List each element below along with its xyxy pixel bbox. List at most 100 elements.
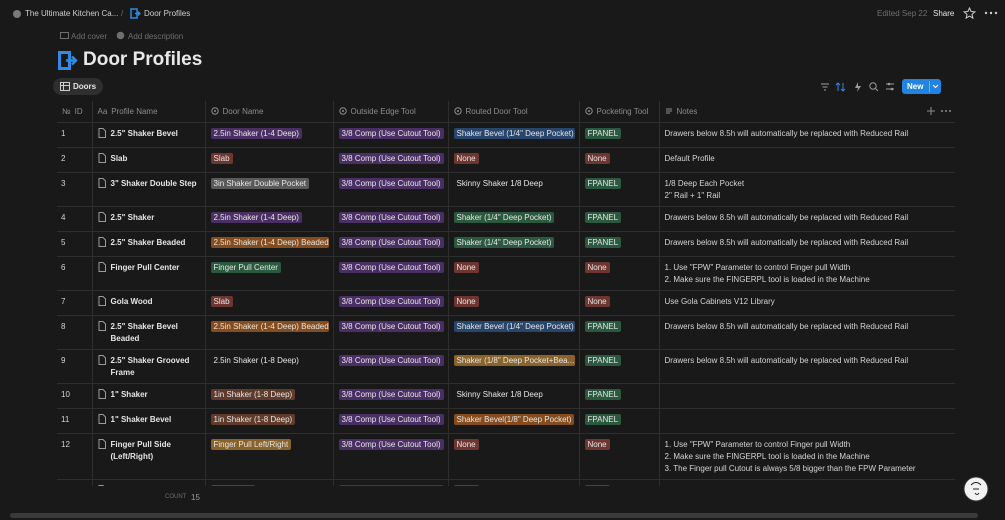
page-icon — [98, 212, 106, 222]
table: № ID Aa Profile Name Door Name Outside Edge T… — [57, 101, 955, 486]
share-button[interactable]: Share — [933, 9, 955, 18]
column-icon: № — [62, 107, 71, 116]
profile-name-text: Finger Pull — [111, 485, 152, 486]
column-header: Door Name — [204, 101, 333, 123]
breadcrumb-parent[interactable]: The Ultimate Kitchen Ca... — [25, 9, 119, 18]
select-tag: None — [453, 485, 479, 486]
favorite-button[interactable] — [963, 7, 976, 20]
id-cell: 8 — [57, 315, 92, 350]
pocket-cell: None — [578, 479, 659, 486]
notes-cell: Make sure the FINGERPL tool is loaded in… — [658, 479, 955, 486]
page-icon — [98, 414, 106, 424]
profile-name: 2.5" Shaker Bevel — [98, 128, 201, 140]
id-cell: 9 — [57, 349, 92, 384]
name-cell: 2.5" Shaker Grooved Frame — [91, 349, 205, 384]
page-title: Door Profiles — [83, 49, 203, 70]
select-tag: None — [584, 153, 610, 164]
profile-name-text: 3" Shaker Double Step — [110, 179, 197, 188]
profile-name: 1" Shaker — [98, 389, 201, 401]
routed-cell: None — [447, 290, 579, 316]
row-id: 8 — [61, 322, 66, 331]
select-tag: Shaker Bevel(1/8" Deep Pocket) — [453, 414, 575, 425]
name-cell: Gola Wood — [91, 290, 205, 316]
add-description[interactable]: Add description — [128, 32, 184, 41]
pocket-cell: FPANEL — [578, 172, 659, 207]
select-tag: 3/8 Comp (Use Cutout Tool) — [338, 237, 444, 248]
select-tag: FPANEL — [584, 414, 622, 425]
note-line: 2. Make sure the FINGERPL tool is loaded… — [664, 452, 870, 461]
notes-cell: Drawers below 8.5h will automatically be… — [658, 122, 955, 148]
table-row: 10 1" Shaker 1in Shaker (1-8 Deep) 3/8 Comp… — [57, 383, 955, 409]
page-icon — [98, 178, 106, 188]
routed-cell: Skinny Shaker 1/8 Deep — [447, 383, 579, 409]
select-tag: FPANEL — [584, 178, 622, 189]
pocket-cell: None — [578, 147, 659, 173]
row-id: 11 — [61, 415, 70, 424]
row-id: 1 — [61, 129, 66, 138]
description-icon — [116, 31, 125, 40]
door-cell: Finger Pull Left/Right — [204, 433, 333, 480]
table-row: 12 Finger Pull Side (Left/Right) Finger Pu… — [57, 433, 955, 480]
pocket-cell: FPANEL — [578, 231, 659, 257]
id-cell: 7 — [57, 290, 92, 316]
door-cell: Slab — [204, 147, 333, 173]
view-tab[interactable]: Doors — [53, 78, 103, 95]
select-tag: None — [453, 439, 479, 450]
view-tab-label: Doors — [73, 82, 97, 91]
id-cell: 5 — [57, 231, 92, 257]
pocket-cell: None — [578, 290, 659, 316]
id-cell: 3 — [57, 172, 92, 207]
title-icon — [58, 51, 78, 70]
pocket-cell: FPANEL — [578, 315, 659, 350]
select-tag: 3/8 Comp (Use Cutout Tool) — [338, 296, 444, 307]
edge-cell: 3/8 Comp (Use Cutout Tool) — [332, 408, 448, 434]
name-cell: 2.5" Shaker Bevel Beaded — [91, 315, 205, 350]
select-tag: None — [453, 296, 479, 307]
select-tag: 3in Shaker Double Pocket — [210, 178, 309, 189]
pocket-cell: None — [578, 256, 659, 291]
profile-name: 2.5" Shaker Beaded — [98, 237, 201, 249]
column-label: ID — [74, 107, 83, 116]
notes-icon — [665, 108, 672, 114]
notes-cell: 1/8 Deep Each Pocket 2" Rail + 1" Rail — [658, 172, 955, 207]
profile-name-text: 2.5" Shaker Beaded — [110, 238, 186, 247]
new-dropdown[interactable] — [929, 79, 941, 94]
table-row: 1 2.5" Shaker Bevel 2.5in Shaker (1-4 Deep… — [57, 122, 955, 148]
count-label: COUNT — [165, 494, 187, 500]
select-tag: 3/8 Comp (Use Cutout Tool) — [338, 355, 444, 366]
page-icon — [98, 321, 106, 331]
cover-icon — [60, 32, 69, 39]
header-actions[interactable] — [926, 106, 952, 116]
edge-cell: 3/8 Comp (Use Cutout Tool) — [332, 479, 448, 486]
row-id: 3 — [61, 179, 66, 188]
door-cell: 3in Shaker Double Pocket — [204, 172, 333, 207]
new-button[interactable]: New — [902, 79, 941, 94]
column-label: Notes — [676, 107, 698, 116]
notes-cell: Default Profile — [658, 147, 955, 173]
select-tag: Shaker (1/8" Deep Pocket+Bea... — [453, 355, 575, 366]
table-row: 7 Gola Wood Slab 3/8 Comp (Use Cutout Tool)… — [57, 290, 955, 316]
add-cover[interactable]: Add cover — [71, 32, 108, 41]
page-icon — [98, 355, 106, 365]
more-button[interactable] — [984, 8, 998, 18]
pocket-cell: FPANEL — [578, 206, 659, 232]
note-line: Drawers below 8.5h will automatically be… — [664, 322, 909, 331]
profile-name-text: 1" Shaker — [110, 390, 148, 399]
horizontal-scrollbar[interactable] — [10, 513, 978, 518]
breadcrumb-current[interactable]: Door Profiles — [144, 9, 191, 18]
profile-name-text: 2.5" Shaker Bevel Beaded — [110, 322, 178, 343]
row-id: 12 — [61, 440, 70, 449]
workspace-icon — [13, 10, 21, 18]
door-cell: 1in Shaker (1-8 Deep) — [204, 408, 333, 434]
notes-cell: Drawers below 8.5h will automatically be… — [658, 315, 955, 350]
table-row: 2 Slab Slab 3/8 Comp (Use Cutout Tool) None N… — [57, 147, 955, 173]
profile-name: 1" Shaker Bevel — [98, 414, 201, 426]
select-tag: 2.5in Shaker (1-4 Deep) — [210, 128, 302, 139]
select-tag: 3/8 Comp (Use Cutout Tool) — [338, 321, 444, 332]
view-toolbar[interactable] — [818, 81, 900, 93]
select-tag: FPANEL — [584, 237, 622, 248]
profile-name: Finger Pull — [98, 485, 201, 486]
help-avatar[interactable] — [962, 475, 990, 503]
select-tag: None — [453, 262, 479, 273]
routed-cell: None — [447, 147, 579, 173]
